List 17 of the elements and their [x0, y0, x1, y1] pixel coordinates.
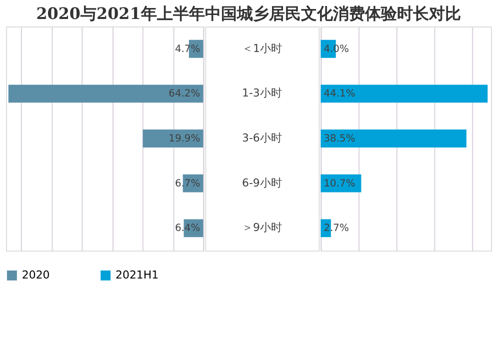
bar [320, 84, 488, 103]
y-tick-label: ＜1小时 [242, 42, 282, 55]
y-tick-label: 6-9小时 [242, 176, 282, 190]
bar [320, 130, 466, 148]
bar [8, 84, 204, 103]
y-tick-label: 3-6小时 [242, 132, 282, 145]
text: 2020与2021年上半年中国城乡居民文化消费体验时长对比 [36, 4, 461, 23]
y-tick-label: ＞9小时 [242, 221, 282, 234]
data-label: 64.2% [168, 88, 200, 100]
bar [142, 130, 204, 148]
y-tick-label: 1-3小时 [242, 86, 282, 100]
data-label: 19.9% [168, 134, 200, 145]
legend-label: 2020 [22, 268, 50, 282]
legend-label: 2021H1 [116, 268, 159, 282]
data-label: 10.7% [324, 178, 356, 190]
data-label: 44.1% [324, 88, 356, 100]
data-label: 38.5% [324, 134, 356, 145]
